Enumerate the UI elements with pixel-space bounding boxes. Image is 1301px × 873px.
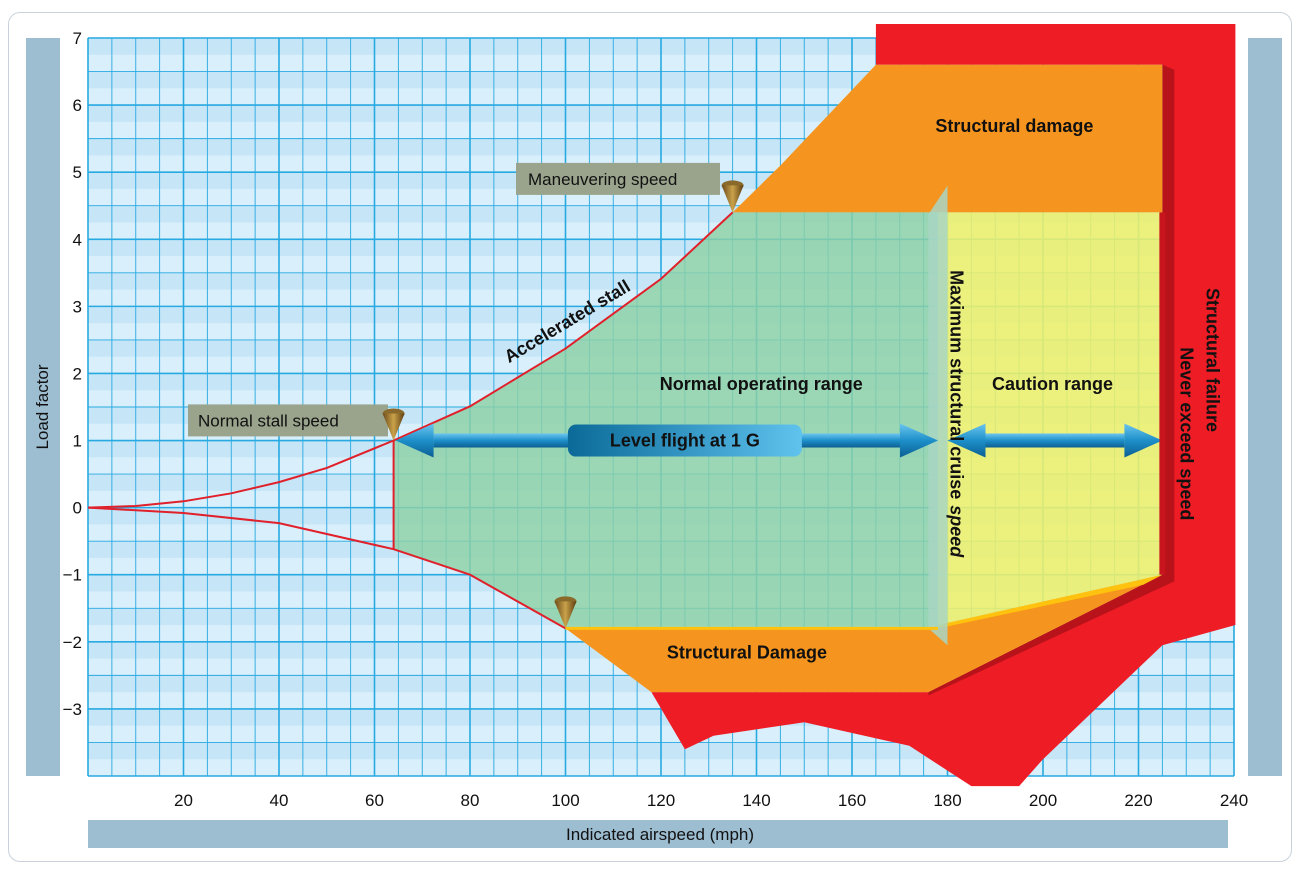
x-tick-labels: 20 40 60 80 100 120 140 160 180 200 220 240 <box>174 791 1248 810</box>
structural-damage-bottom-region <box>565 574 1163 693</box>
x-tick-label: 220 <box>1124 791 1152 810</box>
caution-range-region <box>938 212 1163 625</box>
maneuvering-speed-label: Maneuvering speed <box>528 170 677 189</box>
x-tick-label: 20 <box>174 791 193 810</box>
arrow-head-right <box>900 423 938 458</box>
normal-stall-speed-box <box>188 404 388 437</box>
max-structural-cruise-label-b: speed <box>946 505 966 558</box>
y-tick-label: −3 <box>63 700 82 719</box>
y-tick-label: 1 <box>73 432 82 451</box>
never-exceed-speed-label: Never exceed speed <box>1177 347 1197 520</box>
x-tick-label: 80 <box>461 791 480 810</box>
speed-markers <box>382 180 744 629</box>
x-tick-label: 160 <box>838 791 866 810</box>
level-flight-label: Level flight at 1 G <box>610 431 760 451</box>
structural-failure-region <box>651 24 1236 787</box>
normal-operating-region <box>393 212 939 629</box>
y-tick-label: −2 <box>63 633 82 652</box>
structural-damage-top-region <box>732 64 1163 213</box>
x-tick-label: 40 <box>270 791 289 810</box>
x-tick-label: 120 <box>647 791 675 810</box>
arrow-head-left <box>947 423 986 458</box>
x-axis-label: Indicated airspeed (mph) <box>566 825 754 844</box>
y-tick-label: 4 <box>73 230 82 249</box>
right-axis-bar <box>1248 38 1282 776</box>
structural-damage-top-label: Structural damage <box>935 116 1093 136</box>
normal-stall-speed-label: Normal stall speed <box>198 411 339 430</box>
max-structural-cruise-label-a: Maximum structural cruise <box>946 270 966 499</box>
arrow-shaft <box>985 433 1125 448</box>
y-tick-label: −1 <box>63 566 82 585</box>
x-tick-label: 240 <box>1220 791 1248 810</box>
x-axis-bar <box>88 820 1228 848</box>
negative-stall-line <box>87 506 566 630</box>
y-tick-label: 7 <box>73 29 82 48</box>
structural-failure-label: Structural failure <box>1202 288 1222 432</box>
y-tick-label: 6 <box>73 96 82 115</box>
max-structural-cruise-label: Maximum structural cruise speed <box>946 270 966 558</box>
y-tick-labels: 7 6 5 4 3 2 1 0 −1 −2 −3 <box>63 29 82 719</box>
y-tick-label: 2 <box>73 364 82 383</box>
arrow-head-left <box>395 423 434 458</box>
y-tick-label: 3 <box>73 297 82 316</box>
marker-cone <box>721 185 744 213</box>
caution-range-label: Caution range <box>992 374 1113 394</box>
max-cruise-panel <box>928 185 948 646</box>
level-flight-bar <box>567 424 802 457</box>
x-tick-label: 140 <box>742 791 770 810</box>
x-tick-label: 100 <box>551 791 579 810</box>
marker-cone <box>382 413 405 441</box>
maneuvering-speed-box <box>516 162 720 195</box>
x-tick-label: 180 <box>933 791 961 810</box>
structural-damage-bottom-label: Structural Damage <box>667 643 827 663</box>
x-tick-label: 60 <box>365 791 384 810</box>
y-axis-bar <box>26 38 60 776</box>
caution-range-arrow <box>947 423 1163 458</box>
y-tick-label: 5 <box>73 163 82 182</box>
negative-limit-edge <box>938 574 1163 629</box>
marker-cone <box>554 601 577 629</box>
arrow-head-right <box>1124 423 1163 458</box>
accelerated-stall-line <box>87 211 734 509</box>
y-tick-label: 0 <box>73 499 82 518</box>
normal-operating-range-label: Normal operating range <box>660 374 863 394</box>
x-tick-label: 200 <box>1029 791 1057 810</box>
y-axis-label: Load factor <box>33 364 52 449</box>
